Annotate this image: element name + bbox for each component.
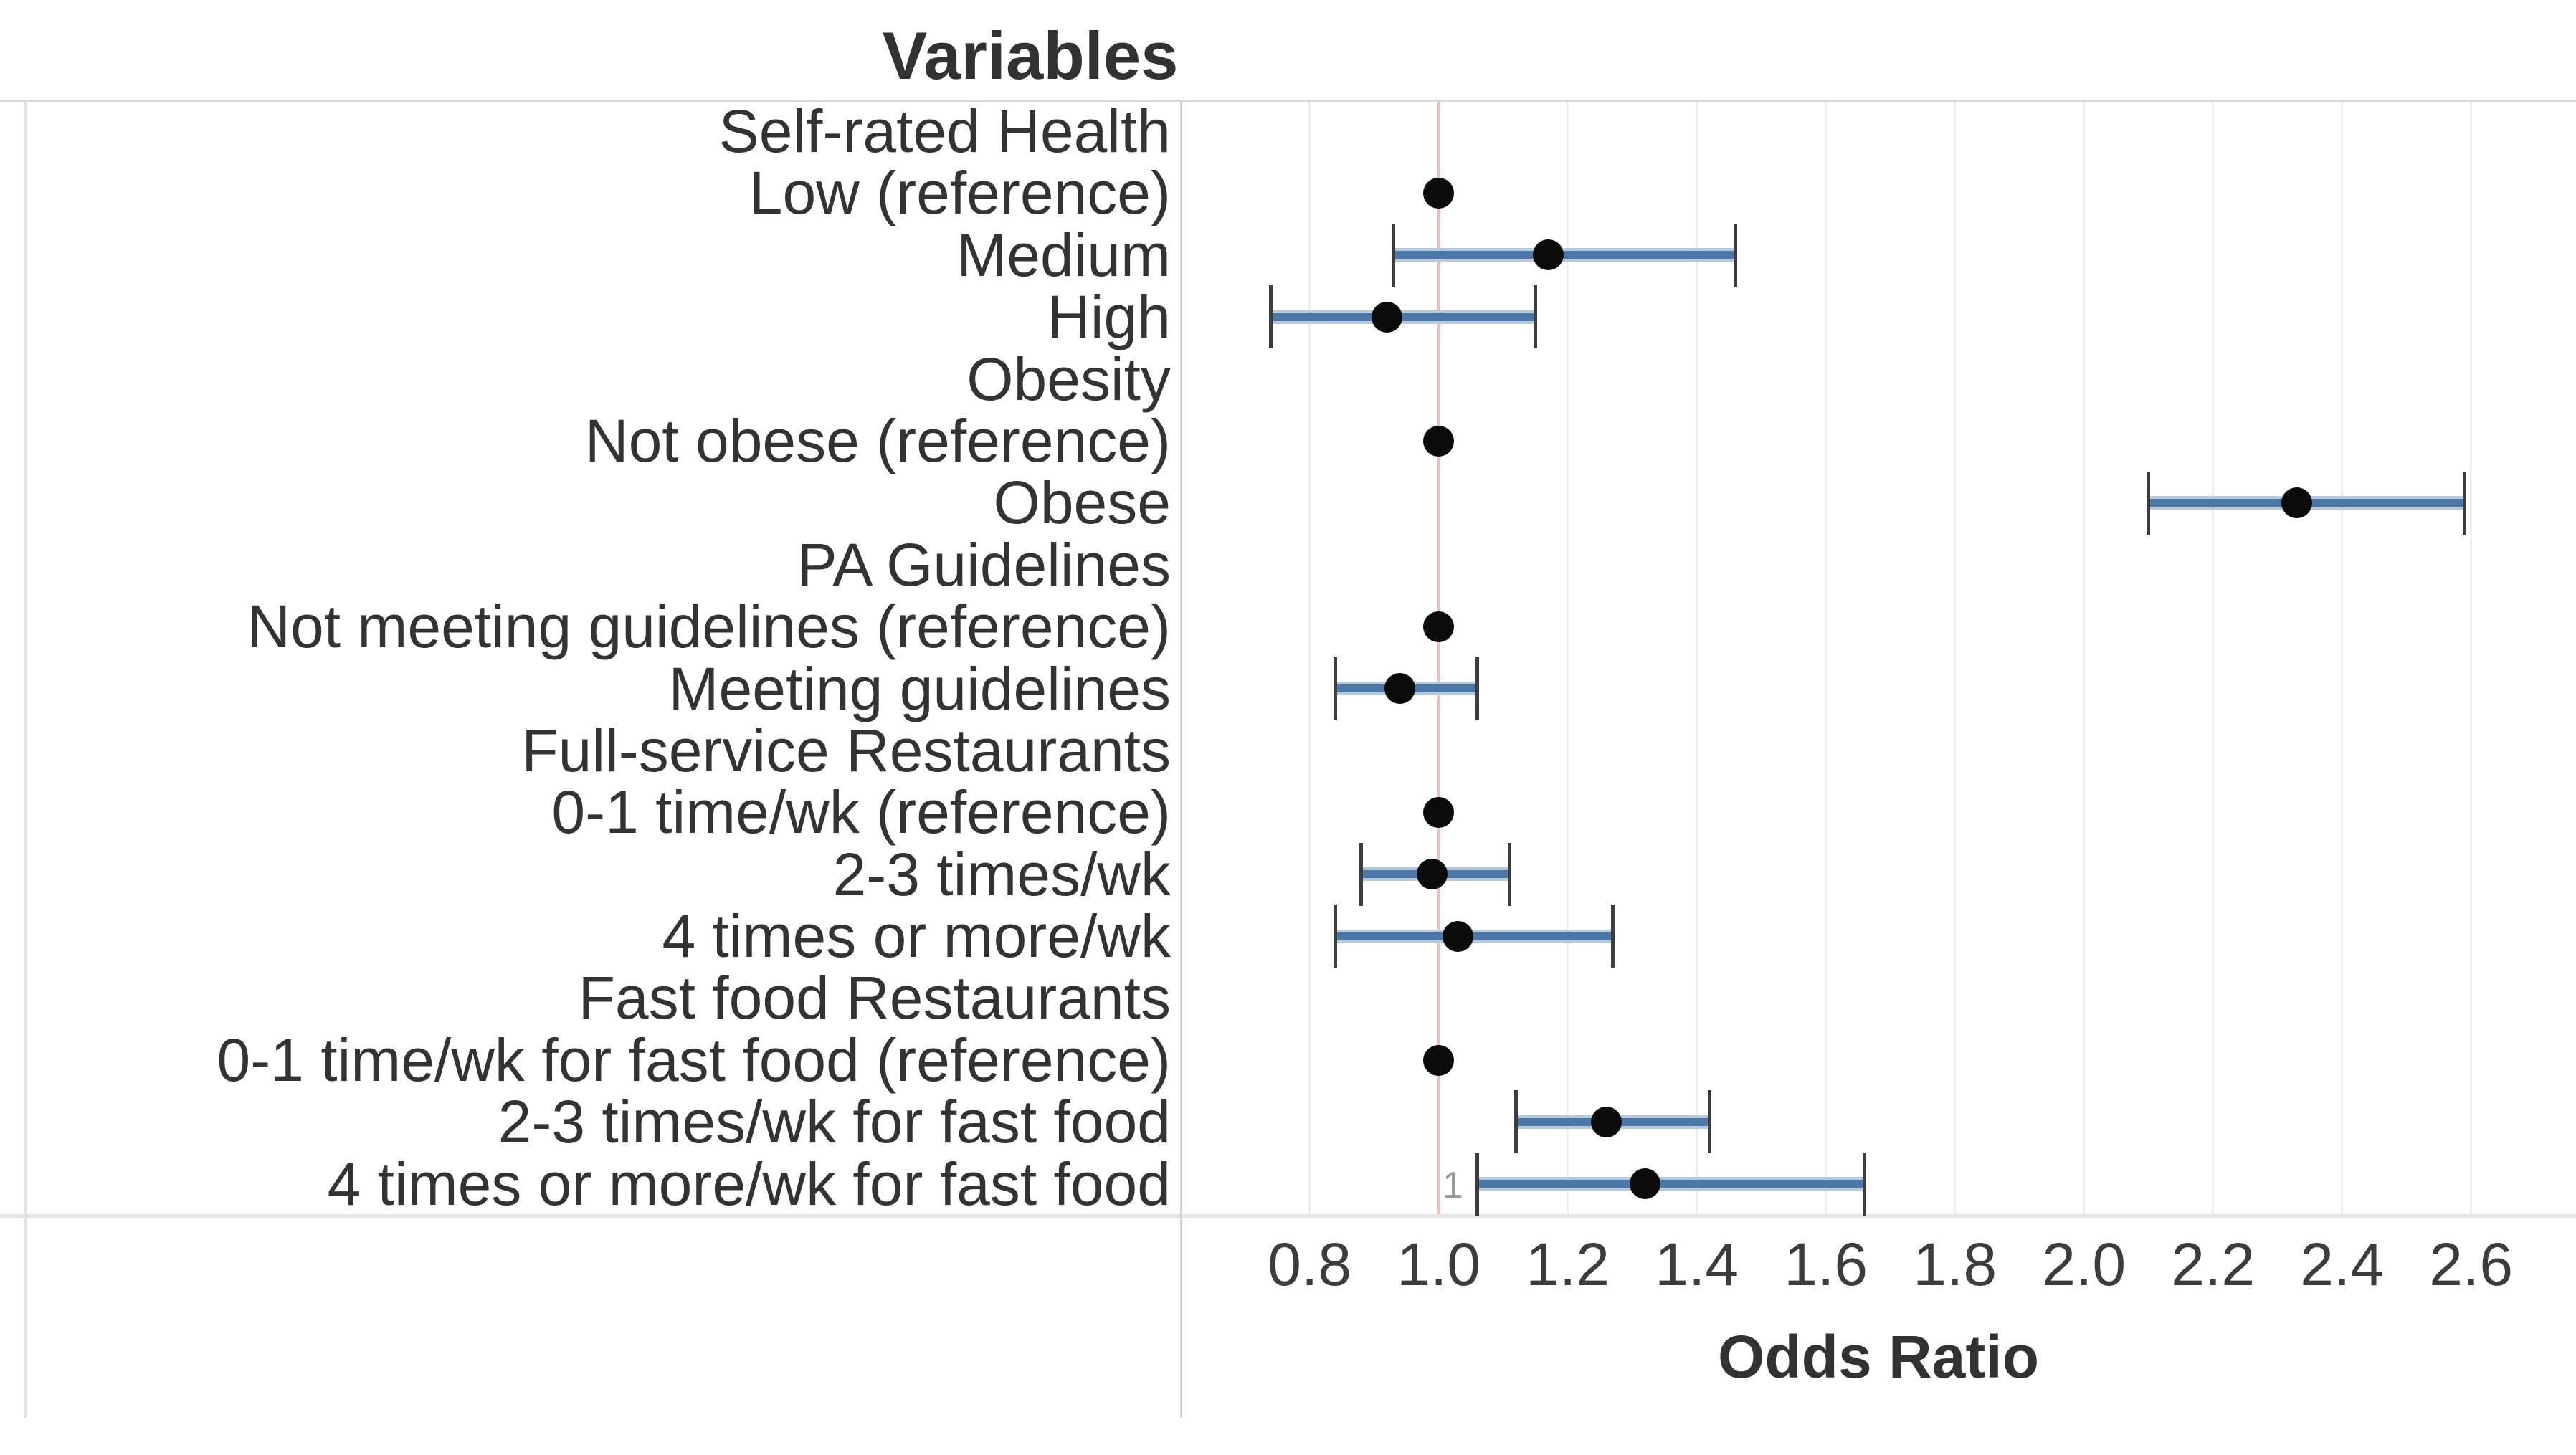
ci-whisker-left — [1269, 285, 1273, 349]
row-label: 2-3 times/wk for fast food — [498, 1088, 1171, 1156]
x-tick-label: 1.2 — [1526, 1231, 1610, 1298]
ci-whisker-left — [1334, 657, 1338, 720]
ci-bar — [1270, 310, 1536, 324]
ci-whisker-left — [1359, 842, 1364, 906]
x-tick-label: 1.0 — [1397, 1231, 1481, 1298]
plot-top-border — [0, 100, 2576, 102]
figure-left-border — [24, 100, 27, 1418]
ci-whisker-right — [1863, 1152, 1867, 1216]
ci-whisker-left — [2147, 471, 2151, 535]
row-label: Not meeting guidelines (reference) — [247, 593, 1171, 661]
reference-line — [1437, 102, 1440, 1214]
ci-whisker-right — [1708, 1090, 1712, 1154]
x-gridline-1.6 — [1825, 102, 1828, 1214]
label-plot-divider — [1180, 100, 1182, 1418]
or-dot — [1423, 425, 1455, 457]
ci-bar — [1393, 248, 1736, 262]
row-label: 4 times or more/wk for fast food — [327, 1150, 1171, 1218]
ci-bar — [1477, 1177, 1865, 1191]
ci-whisker-right — [2463, 471, 2467, 535]
or-dot — [1423, 178, 1455, 209]
x-tick-label: 2.2 — [2171, 1231, 2256, 1298]
row-label: Not obese (reference) — [584, 406, 1171, 474]
x-tick-label: 2.0 — [2042, 1231, 2126, 1298]
row-label: Medium — [956, 221, 1171, 289]
ci-whisker-right — [1534, 285, 1538, 349]
ci-bar — [1335, 929, 1613, 943]
or-dot — [1423, 1044, 1455, 1076]
row-label: Full-service Restaurants — [521, 716, 1171, 784]
ci-whisker-right — [1475, 657, 1480, 720]
x-gridline-0.8 — [1308, 102, 1311, 1214]
ci-whisker-right — [1611, 905, 1615, 968]
row-label: Fast food Restaurants — [578, 964, 1171, 1032]
x-gridline-1.2 — [1567, 102, 1569, 1214]
ci-whisker-right — [1734, 223, 1738, 287]
or-dot — [1423, 611, 1455, 642]
x-tick-label: 1.4 — [1655, 1231, 1739, 1298]
x-tick-label: 0.8 — [1268, 1231, 1352, 1298]
reference-line-label: 1 — [1443, 1165, 1463, 1206]
or-dot — [1384, 673, 1416, 705]
x-gridline-2.6 — [2470, 102, 2473, 1214]
or-dot — [1443, 920, 1474, 952]
x-gridline-1.8 — [1954, 102, 1957, 1214]
ci-whisker-left — [1514, 1090, 1518, 1154]
x-tick-label: 2.4 — [2300, 1231, 2385, 1298]
row-label: Meeting guidelines — [668, 654, 1171, 722]
row-label: 0-1 time/wk (reference) — [551, 778, 1171, 846]
or-dot — [1423, 796, 1455, 828]
or-dot — [1372, 301, 1403, 333]
plot-bottom-border — [0, 1214, 2576, 1218]
row-label: High — [1047, 283, 1171, 351]
row-label: Obesity — [966, 345, 1171, 413]
row-label: Obese — [993, 469, 1171, 537]
x-tick-label: 1.6 — [1784, 1231, 1868, 1298]
row-label: 2-3 times/wk — [832, 840, 1171, 908]
or-dot — [1533, 239, 1564, 271]
ci-whisker-left — [1475, 1152, 1480, 1216]
row-label: Self-rated Health — [718, 97, 1171, 165]
row-label: Low (reference) — [748, 159, 1171, 227]
x-tick-label: 2.6 — [2429, 1231, 2514, 1298]
x-gridline-1.4 — [1696, 102, 1698, 1214]
x-gridline-2 — [2083, 102, 2086, 1214]
ci-whisker-left — [1392, 223, 1396, 287]
x-axis-title: Odds Ratio — [1717, 1323, 2039, 1390]
or-dot — [1417, 859, 1448, 890]
x-gridline-2.4 — [2341, 102, 2344, 1214]
x-gridline-2.2 — [2212, 102, 2215, 1214]
row-label: 0-1 time/wk for fast food (reference) — [217, 1026, 1171, 1094]
ci-whisker-right — [1508, 842, 1512, 906]
row-label: PA Guidelines — [797, 530, 1171, 598]
ci-whisker-left — [1334, 905, 1338, 968]
chart-title: Variables — [882, 18, 1179, 93]
x-tick-label: 1.8 — [1913, 1231, 1997, 1298]
row-label: 4 times or more/wk — [662, 902, 1171, 970]
or-dot — [1630, 1168, 1661, 1200]
or-dot — [2281, 487, 2313, 519]
or-dot — [1591, 1106, 1622, 1137]
